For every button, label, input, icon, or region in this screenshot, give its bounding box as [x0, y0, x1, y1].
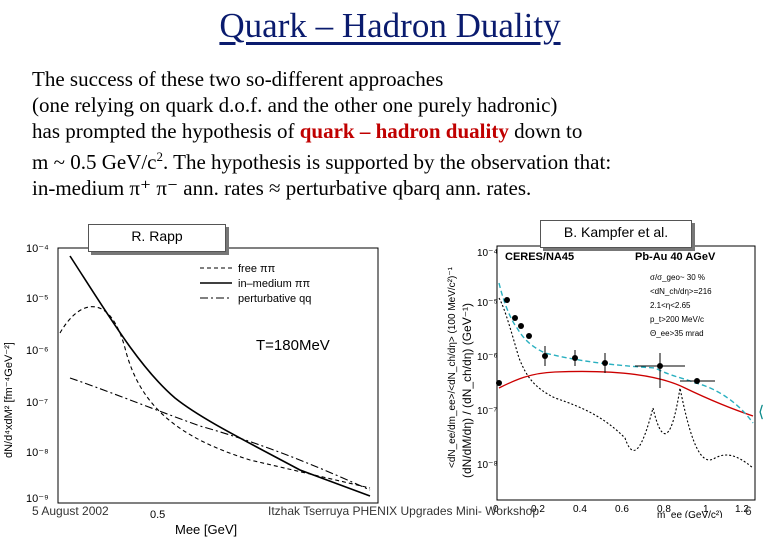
body-text: The success of these two so-different ap…: [32, 66, 611, 201]
body-line-5: in-medium π⁺ π⁻ ann. rates ≈ perturbativ…: [32, 176, 532, 200]
left-ytick: 10⁻⁵: [26, 293, 49, 305]
left-ytick-labels: 10⁻⁴ 10⁻⁵ 10⁻⁶ 10⁻⁷ 10⁻⁸ 10⁻⁹: [26, 243, 49, 505]
left-ytick: 10⁻⁹: [26, 493, 49, 505]
left-xlabel: Mee [GeV]: [175, 522, 237, 537]
right-annotations: σ/σ_geo~ 30 % <dN_ch/dη>=216 2.1<η<2.65 …: [650, 273, 712, 338]
body-line-4-pre: m ~ 0.5 GeV/c: [32, 150, 157, 174]
right-ylabel: (dN/dM/dη) / (dN_ch/dη) (GeV⁻¹): [460, 303, 474, 478]
in-medium-curve: [69, 255, 371, 497]
left-ytick: 10⁻⁷: [26, 397, 48, 409]
left-xtick: 0.5: [150, 509, 165, 521]
duality-highlight: quark – hadron duality: [299, 119, 509, 143]
system-label: Pb-Au 40 AGeV: [635, 251, 716, 263]
temperature-label: T=180MeV: [256, 337, 330, 354]
body-line-4-post: . The hypothesis is supported by the obs…: [163, 150, 612, 174]
legend-free: free ππ: [238, 263, 276, 275]
page-title: Quark – Hadron Duality: [219, 6, 561, 45]
right-xtick: 0.6: [615, 504, 629, 515]
right-ytick: 10⁻⁸: [477, 460, 498, 471]
left-legend: free ππ in–medium ππ perturbative qq: [200, 263, 311, 305]
right-ytick: 10⁻⁷: [477, 406, 497, 417]
body-line-2: (one relying on quark d.o.f. and the oth…: [32, 93, 558, 117]
right-ylabel2: <dN_ee/dm_ee>/<dN_ch/dη> (100 MeV/c²)⁻¹: [447, 266, 458, 468]
annotation: Θ_ee>35 mrad: [650, 329, 704, 338]
right-ytick: 10⁻⁶: [477, 352, 498, 363]
rapp-label-box: R. Rapp: [88, 224, 226, 252]
data-points: [496, 297, 700, 386]
right-ytick: 10⁻⁵: [477, 298, 498, 309]
right-xtick: 1: [703, 504, 709, 515]
body-line-3-post: down to: [508, 119, 583, 143]
data-point: [496, 380, 502, 386]
data-point: [518, 323, 524, 329]
right-ytick: 10⁻⁴: [477, 248, 498, 259]
data-point: [512, 315, 518, 321]
right-xtick: 1.2: [735, 504, 749, 515]
left-axes-frame: [57, 247, 379, 504]
right-xtick: 0.2: [531, 504, 545, 515]
annotation: <dN_ch/dη>=216: [650, 287, 712, 296]
data-point: [504, 297, 510, 303]
body-line-4-sup: 2: [156, 149, 164, 164]
body-line-3: has prompted the hypothesis of quark – h…: [32, 118, 611, 144]
right-xtick: 0.8: [657, 504, 671, 515]
rapp-rate-plot: dN/d⁴xdM² [fm⁻⁴GeV⁻²] 10⁻⁴ 10⁻⁵ 10⁻⁶ 10⁻…: [3, 243, 379, 537]
annotation: p_t>200 MeV/c: [650, 315, 704, 324]
experiment-label: CERES/NA45: [505, 251, 574, 263]
body-line-4: m ~ 0.5 GeV/c2. The hypothesis is suppor…: [32, 144, 611, 175]
page-number: 6: [745, 504, 752, 518]
footer-date: 5 August 2002: [32, 504, 109, 518]
right-xtick-labels: 0 0.2 0.4 0.6 0.8 1 1.2: [493, 504, 749, 515]
teal-model-curve: [498, 282, 754, 424]
legend-medium: in–medium ππ: [238, 278, 310, 290]
body-line-1: The success of these two so-different ap…: [32, 67, 444, 91]
right-xtick: 0: [493, 504, 499, 515]
data-point: [526, 333, 532, 339]
annotation: 2.1<η<2.65: [650, 301, 691, 310]
ceres-data-plot: <dN_ee/dm_ee>/<dN_ch/dη> (100 MeV/c²)⁻¹ …: [447, 245, 756, 518]
left-ytick: 10⁻⁶: [26, 345, 49, 357]
footer-author: Itzhak Tserruya PHENIX Upgrades Mini- Wo…: [268, 504, 539, 518]
left-ytick: 10⁻⁸: [26, 447, 49, 459]
kampfer-label-box: B. Kampfer et al.: [540, 220, 692, 248]
red-model-curve: [498, 370, 754, 417]
chevron-icon[interactable]: ⟨: [758, 404, 765, 421]
cocktail-curve: [498, 297, 754, 469]
left-ytick: 10⁻⁴: [26, 243, 49, 255]
body-line-3-pre: has prompted the hypothesis of: [32, 119, 300, 143]
legend-pert: perturbative qq: [238, 293, 311, 305]
free-pipi-curve: [59, 306, 371, 489]
annotation: σ/σ_geo~ 30 %: [650, 273, 705, 282]
right-ytick-labels: 10⁻⁴ 10⁻⁵ 10⁻⁶ 10⁻⁷ 10⁻⁸: [477, 248, 498, 471]
right-xtick: 0.4: [573, 504, 587, 515]
error-bars: [544, 346, 715, 388]
right-xlabel: m_ee (GeV/c²): [657, 510, 723, 518]
left-ylabel: dN/d⁴xdM² [fm⁻⁴GeV⁻²]: [3, 342, 15, 458]
perturbative-curve: [69, 377, 371, 491]
